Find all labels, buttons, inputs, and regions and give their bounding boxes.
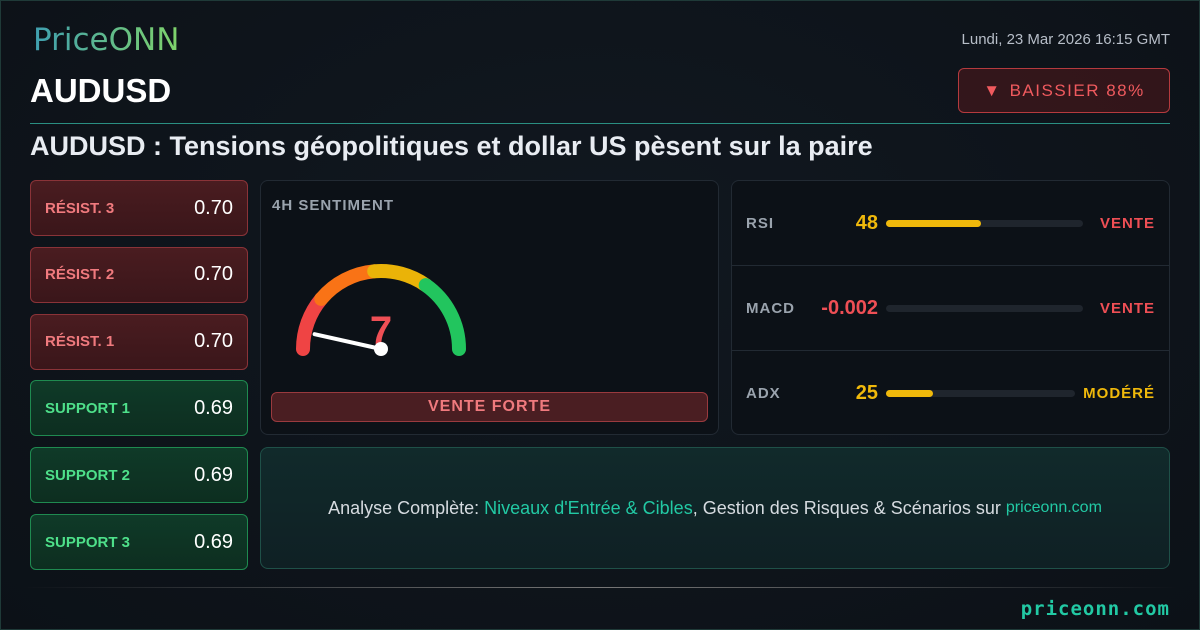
analysis-link-banner[interactable]: Analyse Complète: Niveaux d'Entrée & Cib… — [260, 447, 1170, 569]
indicator-bar — [886, 304, 1083, 312]
indicator-name: RSI — [746, 214, 775, 232]
indicators-panel: RSI 48 VENTE MACD -0.002 VENTE ADX 25 MODÉ… — [731, 180, 1170, 435]
footer-divider — [22, 587, 1178, 588]
resistance-level: RÉSIST. 1 0.70 — [30, 313, 248, 370]
support-level: SUPPORT 2 0.69 — [30, 447, 248, 504]
indicator-name: ADX — [746, 385, 781, 402]
gauge-value: 7 — [370, 309, 392, 353]
support-level: SUPPORT 3 0.69 — [30, 514, 248, 570]
cta-site-link[interactable]: priceonn.com — [1005, 499, 1102, 516]
level-label: SUPPORT 2 — [45, 466, 131, 484]
level-label: RÉSIST. 3 — [45, 199, 115, 217]
resistance-level: RÉSIST. 2 0.70 — [30, 246, 248, 303]
level-label: SUPPORT 1 — [45, 399, 131, 417]
indicator-signal: VENTE — [1099, 214, 1155, 232]
indicator-name: MACD — [746, 299, 795, 317]
sentiment-verdict: VENTE FORTE — [271, 392, 708, 422]
gauge-segment — [418, 278, 466, 356]
level-value: 0.70 — [194, 196, 233, 219]
indicator-row-rsi: RSI 48 VENTE — [732, 181, 1169, 266]
indicator-signal: MODÉRÉ — [1083, 385, 1155, 402]
level-value: 0.70 — [194, 263, 233, 286]
indicator-bar-fill — [886, 390, 934, 397]
level-value: 0.69 — [194, 463, 233, 486]
level-value: 0.69 — [194, 396, 233, 419]
level-label: RÉSIST. 2 — [45, 266, 115, 284]
gauge-needle — [312, 332, 383, 351]
resistance-level: RÉSIST. 3 0.70 — [30, 180, 248, 236]
trend-badge-label: BAISSIER 88% — [1009, 80, 1145, 100]
level-label: RÉSIST. 1 — [45, 333, 115, 351]
triangle-down-icon: ▼ — [983, 80, 1002, 100]
pair-symbol: AUDUSD — [30, 72, 172, 109]
indicator-value: 48 — [855, 211, 878, 234]
support-level: SUPPORT 1 0.69 — [30, 380, 248, 437]
indicator-row-macd: MACD -0.002 VENTE — [732, 266, 1169, 351]
cta-prefix: Analyse Complète: — [328, 497, 485, 518]
sentiment-heading: 4H SENTIMENT — [272, 197, 395, 214]
gauge-segment — [367, 264, 433, 293]
gauge-pivot — [374, 342, 388, 356]
sentiment-panel: 4H SENTIMENT 7 VENTE FORTE — [260, 180, 719, 435]
indicator-value: 25 — [855, 382, 878, 404]
indicator-row-adx: ADX 25 MODÉRÉ — [732, 351, 1169, 436]
footer-site-link[interactable]: priceonn.com — [1020, 598, 1170, 620]
sentiment-gauge: 7 — [296, 264, 466, 356]
indicator-value: -0.002 — [821, 296, 878, 319]
level-value: 0.69 — [194, 530, 233, 553]
divider — [30, 123, 1170, 124]
indicator-bar-fill — [886, 219, 981, 227]
date-time: Lundi, 23 Mar 2026 16:15 GMT — [961, 31, 1170, 48]
cta-highlight[interactable]: Niveaux d'Entrée & Cibles — [484, 497, 693, 518]
level-value: 0.70 — [194, 330, 233, 353]
logo: PriceONN — [33, 22, 180, 58]
gauge-segment — [314, 264, 382, 306]
page-title: AUDUSD : Tensions géopolitiques et dolla… — [30, 131, 873, 161]
indicator-bar — [886, 390, 1076, 397]
level-label: SUPPORT 3 — [45, 533, 131, 551]
indicator-bar — [886, 219, 1083, 227]
indicator-signal: VENTE — [1099, 299, 1155, 317]
trend-badge: ▼ BAISSIER 88% — [958, 68, 1170, 113]
gauge-segment — [296, 291, 329, 356]
cta-suffix: , Gestion des Risques & Scénarios sur — [692, 497, 1001, 518]
